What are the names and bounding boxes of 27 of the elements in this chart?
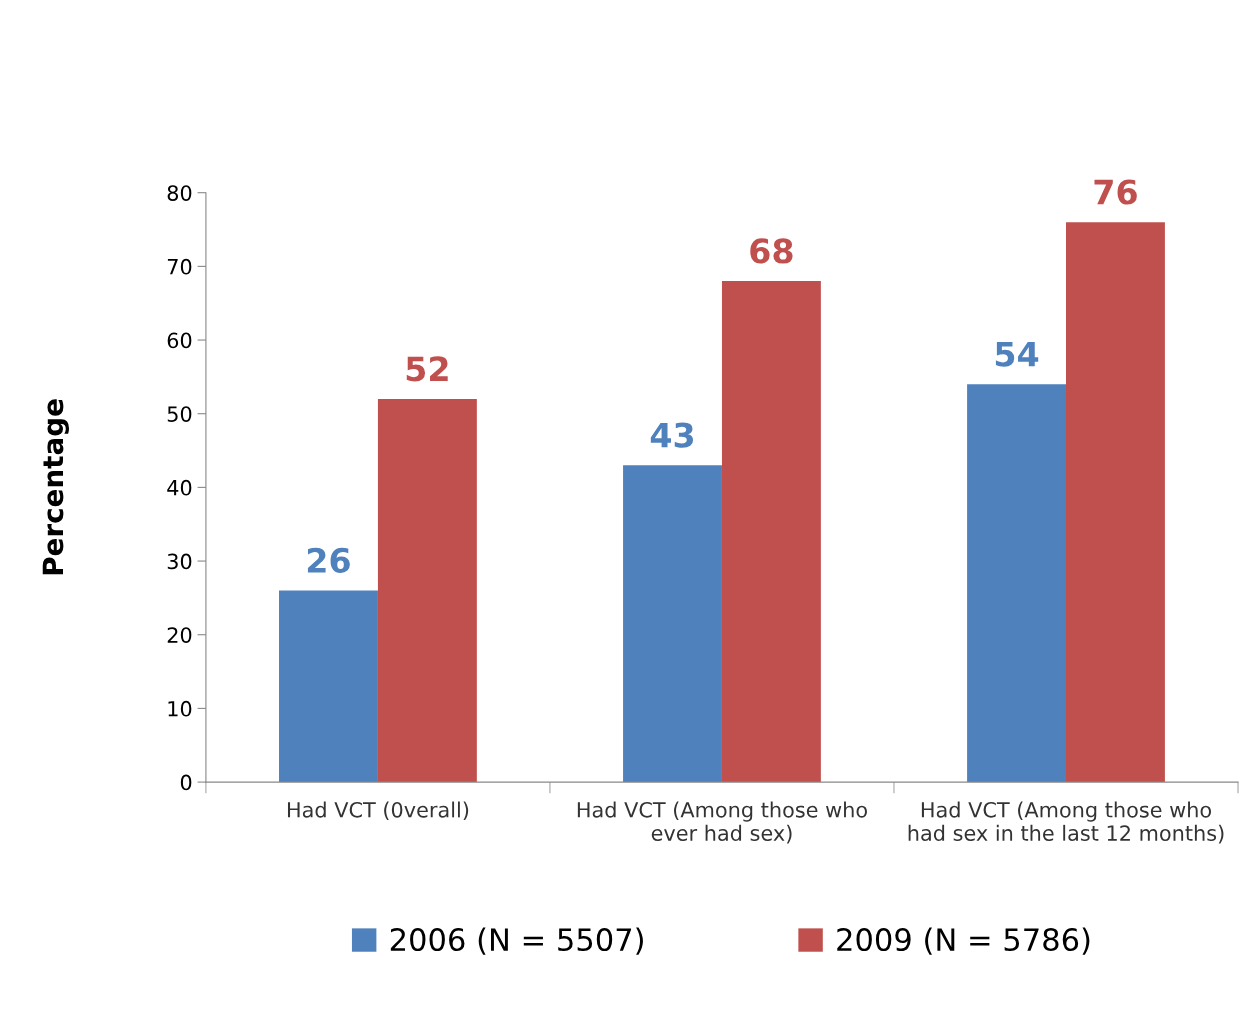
legend-label: 2009 (N = 5786) — [837, 927, 1090, 955]
x-tick-label: Had VCT (0verall) — [287, 801, 469, 821]
bar — [377, 398, 477, 783]
y-tick-label: 80 — [167, 185, 192, 201]
legend-label: 2006 (N = 5507) — [390, 927, 643, 955]
x-tick-label: Had VCT (Among those who ever had sex) — [577, 801, 867, 844]
y-tick-label: 60 — [167, 332, 192, 349]
data-label: 54 — [995, 341, 1039, 367]
bar — [721, 281, 821, 783]
y-tick-label: 70 — [167, 258, 192, 275]
bar — [279, 590, 378, 783]
data-label: 68 — [750, 238, 793, 264]
y-tick-label: 20 — [167, 627, 192, 643]
y-axis-title: Percentage — [42, 399, 69, 575]
y-tick-label: 30 — [167, 553, 192, 570]
bar — [967, 384, 1066, 783]
y-tick-label: 0 — [180, 774, 192, 791]
data-label: 26 — [307, 547, 350, 573]
x-tick-label: Had VCT (Among those who had sex in the last 12 months) — [908, 801, 1224, 844]
data-label: 43 — [650, 422, 694, 448]
y-tick-label: 10 — [168, 700, 192, 717]
data-label: 76 — [1094, 179, 1137, 205]
y-tick-label: 50 — [167, 406, 192, 422]
bar — [1066, 222, 1165, 783]
y-tick-label: 40 — [167, 479, 192, 496]
bar — [623, 465, 722, 783]
data-label: 52 — [406, 356, 448, 382]
